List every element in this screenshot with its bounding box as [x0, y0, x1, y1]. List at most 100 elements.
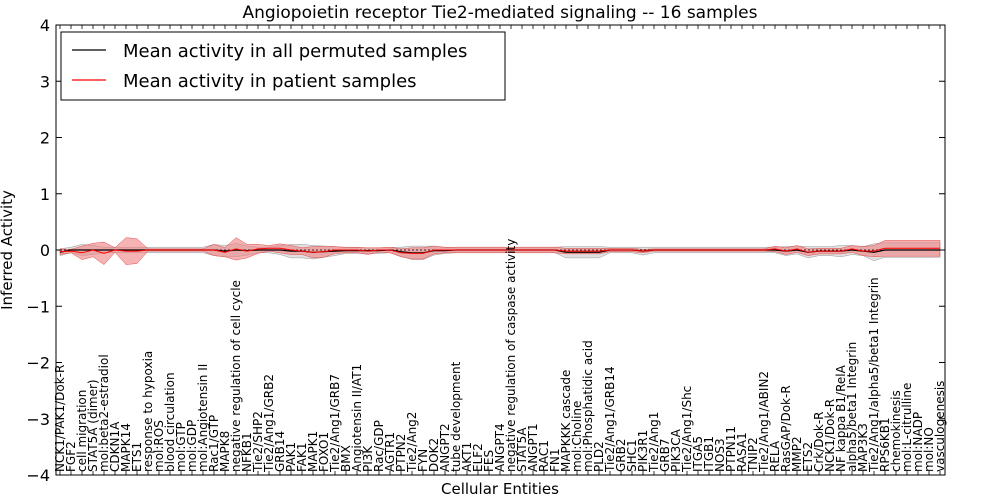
y-tick-label: −1: [26, 297, 50, 316]
x-tick-label: Tie2/Ang1: [647, 412, 661, 473]
x-tick-label: negative regulation of caspase activity: [504, 239, 518, 472]
patient-mean-line: [59, 247, 940, 254]
y-tick-label: −4: [26, 466, 50, 485]
x-tick-label: mol:GDP: [185, 420, 199, 472]
y-tick-label: −2: [26, 354, 50, 373]
x-tick-label: GRB2: [614, 438, 628, 472]
x-tick-label: cell migration: [75, 390, 89, 472]
x-axis-label: Cellular Entities: [441, 480, 559, 498]
y-tick-label: 0: [40, 241, 50, 260]
x-tick-label: GRB7: [658, 438, 672, 472]
x-tick-label: Tie2/Ang1/alpha5/beta1 Integrin: [867, 277, 881, 473]
x-tick-label: FAK1: [295, 442, 309, 472]
x-tick-label: FN1: [548, 448, 562, 472]
chart-title: Angiopoietin receptor Tie2-mediated sign…: [242, 3, 757, 23]
x-tick-label: RAC1: [537, 440, 551, 472]
x-tick-label: alpha5/beta1 Integrin: [845, 342, 859, 472]
x-tick-label: DOK2: [427, 438, 441, 472]
y-tick-label: 4: [40, 16, 50, 35]
x-tick-label: RPS6KB1: [878, 417, 892, 472]
x-tick-label: PTPN2: [394, 434, 408, 472]
x-tick-label: ANGPT2: [438, 423, 452, 472]
x-tick-label: GRB14: [273, 431, 287, 472]
x-tick-label: PTPN11: [724, 426, 738, 472]
x-tick-label: Rac1/GTP: [207, 415, 221, 472]
x-tick-label: RASA1: [735, 432, 749, 472]
x-tick-label: response to hypoxia: [141, 351, 155, 472]
legend-box: [60, 31, 506, 101]
x-tick-label: MAPK1: [306, 431, 320, 472]
x-tick-label: PAK1: [284, 442, 298, 472]
x-tick-label: PIK3R1: [636, 430, 650, 472]
x-tick-label: tube development: [449, 361, 463, 472]
x-tick-label: AKT1: [460, 442, 474, 472]
legend-label-permuted: Mean activity in all permuted samples: [123, 41, 467, 62]
x-tick-label: ELF2: [471, 443, 485, 472]
x-tick-label: FOXO1: [317, 432, 331, 472]
x-tick-label: Tie2/Ang1/GRB2: [262, 374, 276, 473]
y-axis-label: Inferred Activity: [0, 190, 16, 310]
x-tick-label: NOS3: [713, 438, 727, 472]
x-tick-label: Angiotensin II/AT1: [350, 364, 364, 472]
x-tick-label: Rac/GDP: [372, 420, 386, 472]
x-tick-label: mol:Angiotensin II: [196, 364, 210, 472]
x-tick-label: PLD2: [592, 441, 606, 472]
x-tick-label: PIK3CA: [669, 428, 683, 472]
x-tick-label: Tie2/Ang1/GRB14: [603, 366, 617, 473]
x-tick-label: mol:L-citrulline: [900, 383, 914, 472]
x-tick-label: Tie2/SHP2: [251, 411, 265, 473]
x-tick-label: ITGA5: [691, 436, 705, 472]
x-tick-label: RELA: [768, 440, 782, 472]
x-tick-label: STAT5A (dimer): [86, 379, 100, 472]
x-tick-label: FES: [482, 450, 496, 472]
x-tick-label: Crk/Dok-R: [812, 411, 826, 472]
x-tick-label: Tie2/Ang1/GRB7: [328, 374, 342, 473]
x-tick-label: negative regulation of cell cycle: [229, 280, 243, 472]
x-tick-label: ANGPT1: [526, 423, 540, 472]
x-tick-label: PI3K: [361, 445, 375, 472]
x-tick-label: blood circulation: [163, 372, 177, 472]
x-tick-label: TNIP2: [746, 437, 760, 473]
x-tick-label: mol:ROS: [152, 420, 166, 472]
x-tick-label: Tie2/Ang1/Shc: [680, 386, 694, 473]
y-tick-label: 2: [40, 129, 50, 148]
x-tick-label: NCK1/Dok-R: [823, 399, 837, 472]
legend-label-patient: Mean activity in patient samples: [123, 71, 417, 92]
x-tick-label: MMP2: [790, 436, 804, 472]
x-tick-label: vasculogenesis: [933, 381, 947, 472]
x-tick-label: mol:NADP: [911, 412, 925, 472]
x-tick-label: ETS1: [130, 442, 144, 472]
x-tick-label: mol:Choline: [570, 401, 584, 472]
x-tick-label: FYN: [416, 449, 430, 472]
x-tick-label: FGF2: [64, 441, 78, 472]
legend: Mean activity in all permuted samples Me…: [60, 31, 506, 101]
x-tick-label: SHC1: [625, 439, 639, 472]
x-tick-label: Tie2/Ang1/ABIN2: [757, 371, 771, 473]
x-tick-label: NFKB1: [240, 432, 254, 472]
y-tick-label: 1: [40, 185, 50, 204]
x-tick-label: mol:NO: [922, 427, 936, 472]
patient-confidence-band: [59, 237, 941, 265]
y-tick-label: 3: [40, 72, 50, 91]
x-tick-label: mol:GTP: [174, 422, 188, 472]
x-tick-label: BMX: [339, 445, 353, 472]
x-tick-label: mol:beta2-estradiol: [97, 354, 111, 472]
x-tick-label: CDKN1A: [108, 421, 122, 472]
x-tick-label: MAP3K3: [856, 423, 870, 472]
x-tick-label: mol:Phosphatidic acid: [581, 340, 595, 472]
x-tick-label: NF kappa B1/RelA: [834, 364, 848, 472]
x-tick-label: MAPK14: [119, 423, 133, 472]
x-tick-label: STAT5A: [515, 427, 529, 472]
x-tick-label: chemokinesis: [889, 390, 903, 472]
x-tick-label: MAPKKK cascade: [559, 370, 573, 472]
x-tick-label: ANGPT4: [493, 423, 507, 472]
y-tick-label: −3: [26, 410, 50, 429]
plot-frame: [55, 24, 946, 476]
x-tick-label: Tie2/Ang2: [405, 412, 419, 473]
x-tick-label: ETS2: [801, 442, 815, 472]
x-tick-label: RasGAP/Dok-R: [779, 385, 793, 472]
x-tick-label: AGTR1: [383, 432, 397, 472]
x-tick-label: ITGB1: [702, 436, 716, 472]
x-tick-label: MAPK8: [218, 431, 232, 472]
